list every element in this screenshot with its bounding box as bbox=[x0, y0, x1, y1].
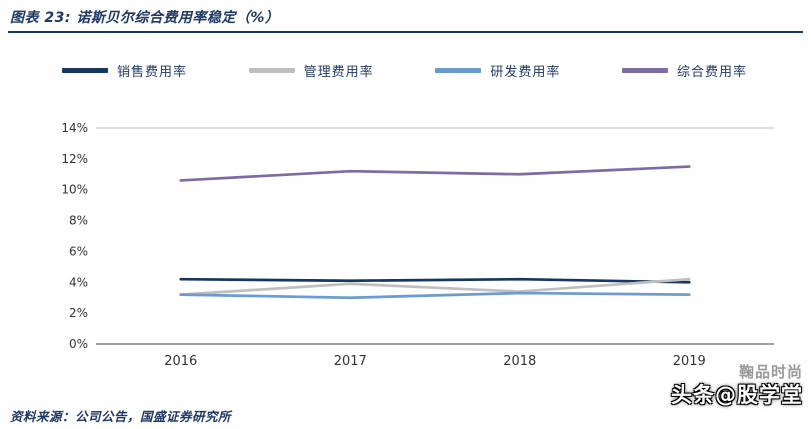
watermark-line1: 鞠品时尚 bbox=[738, 363, 803, 381]
title-divider bbox=[8, 31, 803, 33]
source-note: 资料来源：公司公告，国盛证券研究所 bbox=[10, 409, 232, 424]
watermark-line2: 头条@股学堂 bbox=[671, 382, 803, 407]
svg-text:14%: 14% bbox=[61, 121, 88, 135]
watermark: 鞠品时尚 头条@股学堂 bbox=[671, 363, 803, 408]
legend-label-comprehensive: 综合费用率 bbox=[676, 64, 747, 80]
legend-item-sales: 销售费用率 bbox=[62, 61, 187, 80]
svg-text:2017: 2017 bbox=[334, 354, 367, 369]
svg-text:2%: 2% bbox=[69, 306, 88, 320]
legend-label-rnd: 研发费用率 bbox=[490, 64, 561, 80]
legend-swatch-rnd bbox=[435, 67, 482, 73]
legend-swatch-comprehensive bbox=[621, 67, 668, 73]
svg-text:2016: 2016 bbox=[164, 354, 197, 369]
legend-label-sales: 销售费用率 bbox=[117, 64, 188, 80]
svg-text:2019: 2019 bbox=[673, 354, 706, 369]
line-chart-canvas: 0% 2% 4% 6% 8% 10% 12% 14% 2016 2017 2018 2019 bbox=[61, 121, 774, 369]
line-chart: 0% 2% 4% 6% 8% 10% 12% 14% 2016 2017 2018 2019 bbox=[50, 112, 790, 380]
svg-text:4%: 4% bbox=[69, 275, 88, 289]
legend-swatch-sales bbox=[62, 67, 108, 73]
legend-swatch-management bbox=[248, 67, 295, 73]
svg-text:10%: 10% bbox=[61, 183, 88, 197]
chart-legend: 销售费用率 管理费用率 研发费用率 综合费用率 bbox=[62, 60, 747, 80]
legend-item-comprehensive: 综合费用率 bbox=[621, 61, 747, 80]
svg-text:0%: 0% bbox=[69, 337, 88, 351]
figure-title: 图表 23: 诺斯贝尔综合费用率稳定（%） bbox=[10, 10, 280, 26]
legend-label-management: 管理费用率 bbox=[303, 64, 374, 80]
svg-text:8%: 8% bbox=[69, 214, 88, 228]
legend-item-rnd: 研发费用率 bbox=[435, 61, 560, 80]
svg-text:12%: 12% bbox=[61, 152, 88, 166]
svg-text:2018: 2018 bbox=[503, 354, 536, 369]
legend-item-management: 管理费用率 bbox=[248, 61, 374, 80]
svg-text:6%: 6% bbox=[69, 244, 88, 258]
